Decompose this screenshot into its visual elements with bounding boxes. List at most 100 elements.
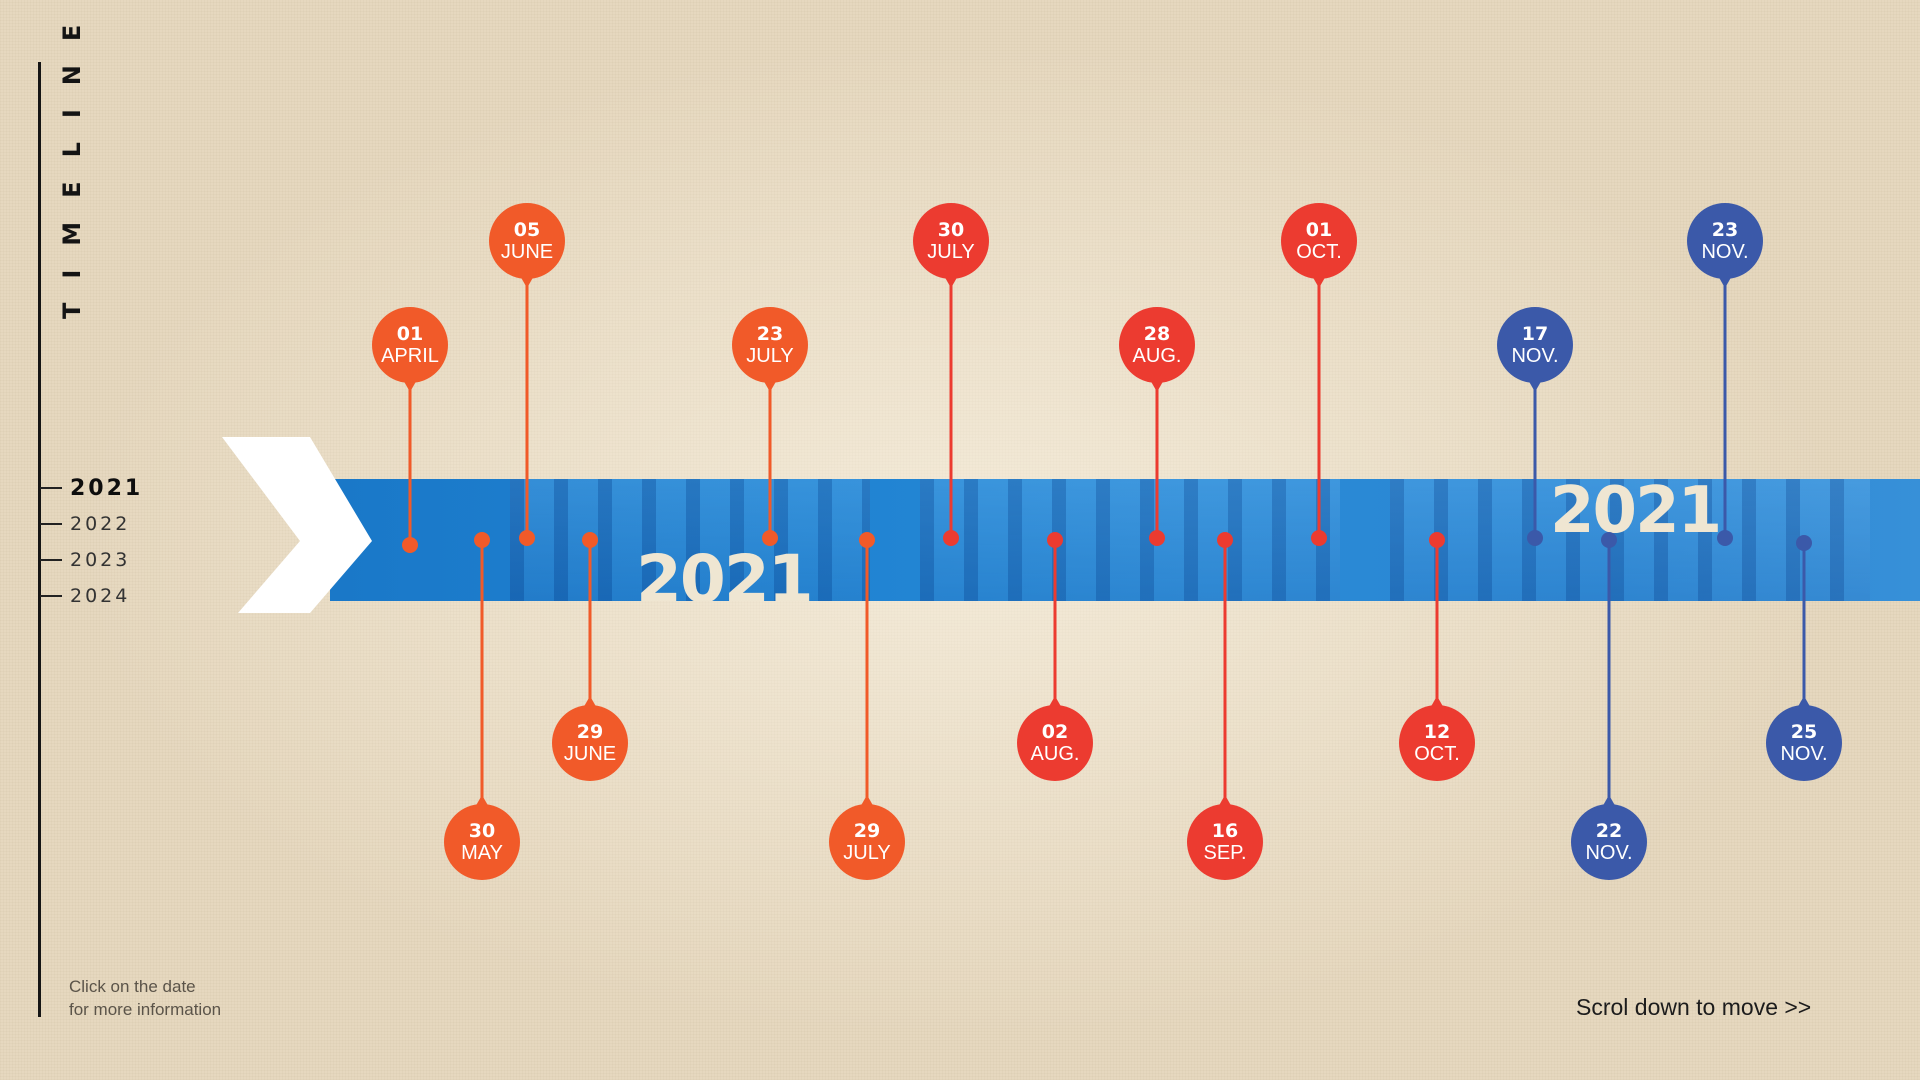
event-date-pin[interactable]: 12 OCT. (1399, 696, 1475, 781)
event-date-pin[interactable]: 29 JUNE (552, 696, 628, 781)
event-dot (943, 530, 959, 546)
event-date-pin[interactable]: 23 NOV. (1687, 203, 1763, 288)
event-dot (1717, 530, 1733, 546)
timeline-band: 2021 2021 (330, 479, 1920, 601)
event-date-pin[interactable]: 01 APRIL (372, 307, 448, 392)
event-stem (1435, 540, 1439, 743)
event-month: SEP. (1203, 842, 1247, 864)
click-hint-line: for more information (69, 1000, 222, 1019)
click-hint: Click on the date for more information (69, 975, 221, 1021)
event-dot (1429, 532, 1445, 548)
event-stem (768, 345, 772, 538)
event-month: OCT. (1296, 241, 1342, 263)
event-month: NOV. (1701, 241, 1749, 263)
event-day: 17 (1521, 323, 1549, 345)
scroll-hint[interactable]: Scrol down to move >> (1576, 994, 1812, 1020)
event-day: 30 (937, 219, 965, 241)
year-item-2022[interactable]: 2022 (40, 509, 130, 539)
event-dot (1311, 530, 1327, 546)
event-stem (1723, 241, 1727, 538)
event-date-pin[interactable]: 01 OCT. (1281, 203, 1357, 288)
band-year-label: 2021 (636, 541, 814, 602)
event-stem (1223, 540, 1227, 842)
event-month: AUG. (1030, 743, 1080, 765)
event-day: 05 (513, 219, 541, 241)
band-year-label: 2021 (1550, 479, 1722, 548)
event-date-pin[interactable]: 22 NOV. (1571, 795, 1647, 880)
event-date-pin[interactable]: 29 JULY (829, 795, 905, 880)
event-date-pin[interactable]: 25 NOV. (1766, 696, 1842, 781)
event-day: 12 (1423, 721, 1451, 743)
event-dot (1527, 530, 1543, 546)
event-day: 23 (756, 323, 784, 345)
event-stem (1533, 345, 1537, 538)
event-day: 01 (1305, 219, 1333, 241)
event-dot (859, 532, 875, 548)
event-stem (1317, 241, 1321, 538)
event-stem (865, 540, 869, 842)
event-dot (1047, 532, 1063, 548)
year-label: 2022 (70, 513, 131, 535)
chevron-arrow-icon (222, 437, 372, 613)
year-tick (40, 595, 62, 597)
event-day: 01 (396, 323, 424, 345)
event-stem (480, 540, 484, 842)
event-stem (408, 345, 412, 545)
year-label: 2021 (70, 475, 144, 501)
event-dot (1217, 532, 1233, 548)
year-tick (40, 523, 62, 525)
event-month: APRIL (381, 345, 439, 367)
event-day: 28 (1143, 323, 1171, 345)
event-stem (1155, 345, 1159, 538)
event-day: 22 (1595, 820, 1623, 842)
event-month: NOV. (1585, 842, 1633, 864)
timeline-rail (38, 62, 41, 1017)
event-month: MAY (461, 842, 503, 864)
event-month: NOV. (1511, 345, 1559, 367)
event-dot (1149, 530, 1165, 546)
event-month: AUG. (1132, 345, 1182, 367)
event-dot (519, 530, 535, 546)
year-label: 2023 (70, 549, 131, 571)
year-item-2023[interactable]: 2023 (40, 545, 130, 575)
event-day: 29 (576, 721, 604, 743)
event-month: JULY (843, 842, 891, 864)
band-photo (920, 479, 1340, 601)
event-day: 29 (853, 820, 881, 842)
event-stem (1802, 543, 1806, 743)
event-stem (525, 241, 529, 538)
band-photo (1390, 479, 1870, 601)
event-date-pin[interactable]: 05 JUNE (489, 203, 565, 288)
event-month: NOV. (1780, 743, 1828, 765)
event-date-pin[interactable]: 02 AUG. (1017, 696, 1093, 781)
click-hint-line: Click on the date (69, 977, 196, 996)
year-tick (40, 559, 62, 561)
timeline-title: TIMELINE (58, 0, 86, 319)
event-date-pin[interactable]: 30 JULY (913, 203, 989, 288)
event-date-pin[interactable]: 17 NOV. (1497, 307, 1573, 392)
event-date-pin[interactable]: 16 SEP. (1187, 795, 1263, 880)
year-item-2024[interactable]: 2024 (40, 581, 130, 611)
event-day: 30 (468, 820, 496, 842)
event-day: 25 (1790, 721, 1818, 743)
event-date-pin[interactable]: 28 AUG. (1119, 307, 1195, 392)
event-day: 23 (1711, 219, 1739, 241)
event-stem (1053, 540, 1057, 743)
event-date-pin[interactable]: 23 JULY (732, 307, 808, 392)
event-day: 16 (1211, 820, 1239, 842)
event-month: OCT. (1414, 743, 1460, 765)
event-dot (474, 532, 490, 548)
event-month: JULY (746, 345, 794, 367)
event-stem (588, 540, 592, 743)
event-dot (582, 532, 598, 548)
event-dot (762, 530, 778, 546)
year-tick (40, 487, 62, 489)
event-stem (949, 241, 953, 538)
event-date-pin[interactable]: 30 MAY (444, 795, 520, 880)
event-dot (1796, 535, 1812, 551)
band-photo (510, 479, 870, 601)
year-item-2021[interactable]: 2021 (40, 473, 143, 503)
event-month: JULY (927, 241, 975, 263)
event-month: JUNE (500, 241, 554, 263)
event-day: 02 (1041, 721, 1069, 743)
